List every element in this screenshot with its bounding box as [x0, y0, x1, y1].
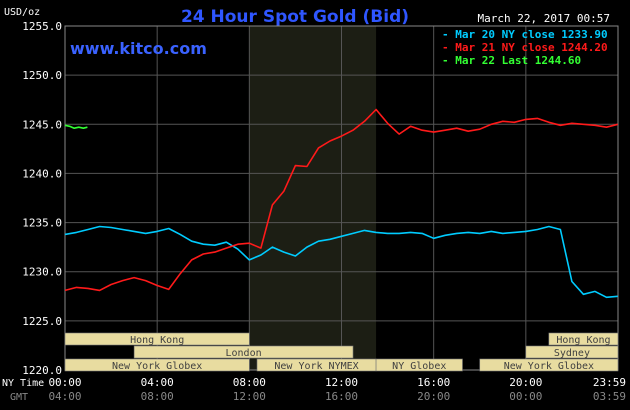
session-bar: [64, 358, 250, 372]
x-tick-label-ny: 12:00: [325, 376, 358, 389]
y-tick-label: 1245.0: [22, 118, 62, 131]
x-tick-label-gmt: 00:00: [509, 390, 542, 403]
session-bar: [479, 358, 619, 372]
session-bar: [133, 345, 354, 359]
x-tick-label-ny: 23:59: [593, 376, 626, 389]
session-label: New York Globex: [112, 361, 202, 372]
legend: - Mar 20 NY close 1233.90- Mar 21 NY clo…: [442, 28, 608, 67]
y-axis-unit: USD/oz: [4, 7, 40, 18]
x-tick-label-gmt: 12:00: [233, 390, 266, 403]
x-tick-label-ny: 04:00: [141, 376, 174, 389]
session-label: New York Globex: [504, 361, 594, 372]
x-axis-ticks: 00:0004:0004:0008:0008:0012:0012:0016:00…: [48, 376, 626, 403]
session-label: Hong Kong: [130, 335, 184, 346]
y-tick-label: 1225.0: [22, 315, 62, 328]
session-bar: [64, 332, 250, 346]
x-tick-label-ny: 20:00: [509, 376, 542, 389]
series-line-1: [64, 108, 618, 292]
y-tick-label: 1220.0: [22, 364, 62, 377]
x-tick-label-gmt: 16:00: [325, 390, 358, 403]
y-tick-label: 1250.0: [22, 69, 62, 82]
x-tick-label-gmt: 08:00: [141, 390, 174, 403]
legend-entry: - Mar 22 Last 1244.60: [442, 54, 581, 67]
legend-entry: - Mar 21 NY close 1244.20: [442, 41, 608, 54]
timestamp: March 22, 2017 00:57: [478, 12, 610, 25]
x-tick-label-ny: 08:00: [233, 376, 266, 389]
y-tick-label: 1240.0: [22, 167, 62, 180]
y-tick-label: 1230.0: [22, 266, 62, 279]
legend-entry: - Mar 20 NY close 1233.90: [442, 28, 608, 41]
x-tick-label-gmt: 20:00: [417, 390, 450, 403]
series-line-2: [64, 124, 88, 129]
series-layer: [64, 108, 618, 299]
session-bar: [548, 332, 619, 346]
nymex-session-highlight: [249, 26, 377, 370]
session-label: London: [226, 348, 262, 359]
session-label: Sydney: [554, 348, 590, 359]
x-tick-label-ny: 00:00: [48, 376, 81, 389]
trading-sessions: Hong Kong Hong Kong London Sydney New York G…: [64, 332, 619, 372]
x-tick-label-gmt: 04:00: [48, 390, 81, 403]
ny-time-row-label: NY Time: [2, 378, 44, 389]
x-tick-label-ny: 16:00: [417, 376, 450, 389]
session-bar: [375, 358, 463, 372]
y-axis-ticks: 1255.0 1250.0 1245.0 1240.0 1235.0 1230.0 1225…: [22, 20, 62, 377]
session-label: Hong Kong: [556, 335, 610, 346]
x-tick-label-gmt: 03:59: [593, 390, 626, 403]
y-tick-label: 1235.0: [22, 217, 62, 230]
session-label: New York NYMEX: [274, 361, 358, 372]
series-line-0: [64, 225, 618, 299]
y-tick-label: 1255.0: [22, 20, 62, 33]
gmt-row-label: GMT: [10, 392, 28, 403]
chart-title: 24 Hour Spot Gold (Bid): [181, 7, 409, 27]
brand-link[interactable]: www.kitco.com: [70, 39, 207, 58]
session-label: NY Globex: [392, 361, 446, 372]
session-bar: [525, 345, 619, 359]
